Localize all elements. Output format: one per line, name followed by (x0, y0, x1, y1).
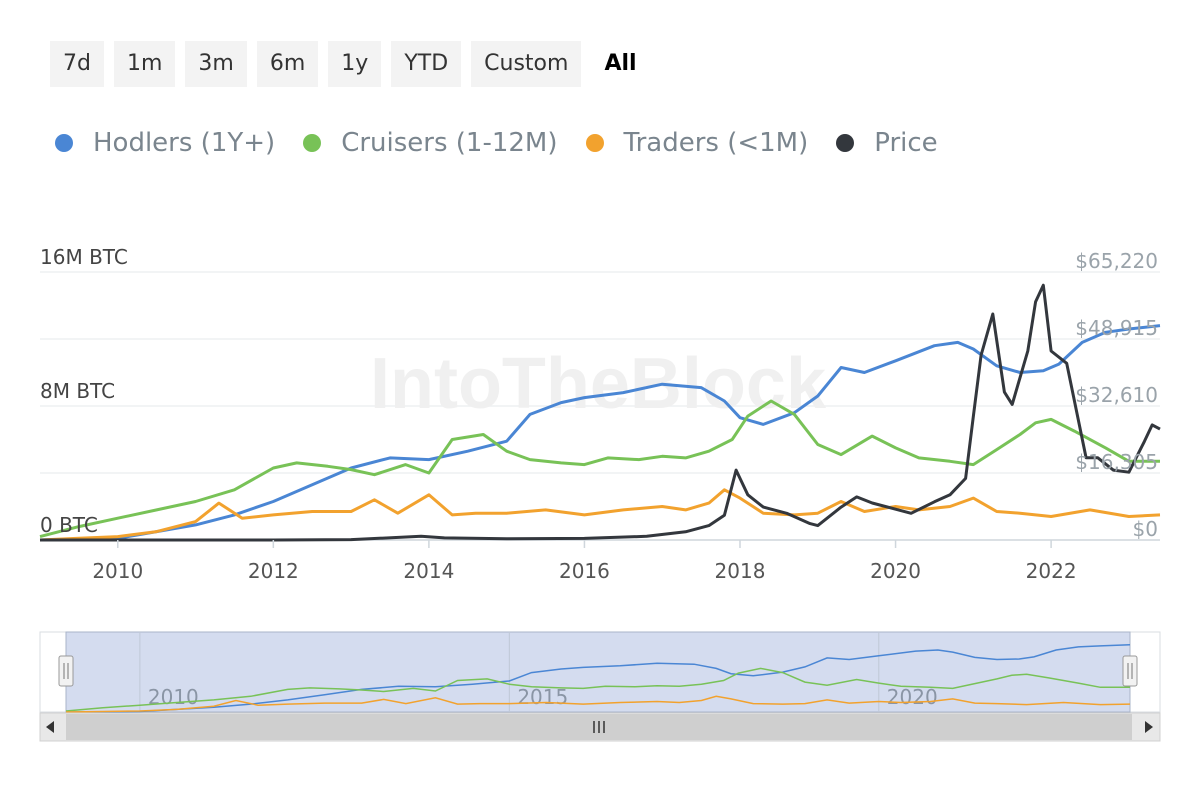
legend-item-cruisers-1-12m[interactable]: Cruisers (1-12M) (303, 128, 558, 158)
x-tick-label: 2014 (403, 559, 454, 583)
main-plot (39, 283, 1161, 542)
x-tick-label: 2010 (92, 559, 143, 583)
navigator-line-hodlers-1y (65, 644, 1131, 713)
range-button-6m[interactable]: 6m (256, 41, 319, 87)
x-tick-label: 2020 (870, 559, 921, 583)
series-line-price (40, 283, 1161, 542)
y-axis-left: 0 BTC 8M BTC 16M BTC (40, 245, 128, 537)
legend-label: Price (874, 128, 938, 158)
navigator-tick-label: 2015 (517, 685, 568, 709)
legend-item-price[interactable]: Price (836, 128, 938, 158)
legend-marker (303, 134, 322, 152)
y-right-tick-label: $16,305 (1075, 450, 1158, 474)
series-line-cruisers-1-12m (39, 399, 1160, 539)
legend-item-traders-1m[interactable]: Traders (<1M) (585, 128, 809, 158)
navigator-handle-right[interactable] (1122, 655, 1138, 687)
watermark: IntoTheBlock (370, 344, 827, 424)
range-button-ytd[interactable]: YTD (391, 41, 462, 87)
legend: Hodlers (1Y+) Cruisers (1-12M) Traders (<1… (55, 128, 938, 158)
y-right-tick-label: $32,610 (1075, 383, 1158, 407)
y-right-tick-label: $48,915 (1075, 316, 1158, 340)
legend-marker (836, 134, 855, 152)
x-axis: 2010 2012 2014 2016 2018 2020 2022 (92, 540, 1077, 583)
y-right-tick-label: $65,220 (1075, 249, 1158, 273)
navigator-handle-left[interactable] (58, 655, 74, 687)
handle-grip-icon[interactable] (1122, 655, 1138, 687)
y-right-tick-label: $0 (1133, 517, 1158, 541)
x-tick-label: 2018 (715, 559, 766, 583)
legend-marker (585, 134, 604, 152)
range-button-all[interactable]: All (591, 41, 649, 87)
navigator: 2010 2015 2020 (39, 631, 1161, 742)
x-tick-label: 2022 (1026, 559, 1077, 583)
navigator-selection[interactable] (65, 631, 1131, 713)
y-left-tick-label: 8M BTC (40, 379, 115, 403)
y-left-tick-label: 16M BTC (40, 245, 128, 269)
navigator-tick-label: 2020 (887, 685, 938, 709)
range-button-1y[interactable]: 1y (328, 41, 382, 87)
legend-item-hodlers-1y[interactable]: Hodlers (1Y+) (55, 128, 275, 158)
range-button-3m[interactable]: 3m (185, 41, 247, 87)
legend-marker (55, 134, 73, 152)
series-line-traders-1m (39, 488, 1161, 542)
navigator-line-cruisers-1-12m (65, 667, 1130, 712)
range-button-7d[interactable]: 7d (50, 41, 104, 87)
legend-label: Cruisers (1-12M) (341, 128, 558, 158)
x-tick-label: 2012 (248, 559, 299, 583)
x-tick-label: 2016 (559, 559, 610, 583)
range-button-1m[interactable]: 1m (113, 41, 176, 87)
navigator-tick-label: 2010 (148, 685, 199, 709)
y-axis-right: $0 $16,305 $32,610 $48,915 $65,220 (1075, 249, 1158, 541)
range-button-custom[interactable]: Custom (471, 41, 582, 87)
scroll-left-arrow-icon[interactable] (46, 721, 54, 733)
range-selector: 7d 1m 3m 6m 1y YTD Custom All (50, 41, 650, 87)
scroll-right-arrow-icon[interactable] (1145, 721, 1153, 733)
y-left-tick-label: 0 BTC (40, 513, 98, 537)
legend-label: Hodlers (1Y+) (93, 128, 276, 158)
handle-grip-icon[interactable] (58, 655, 74, 687)
navigator-line-traders-1m (65, 695, 1131, 713)
legend-label: Traders (<1M) (623, 128, 809, 158)
